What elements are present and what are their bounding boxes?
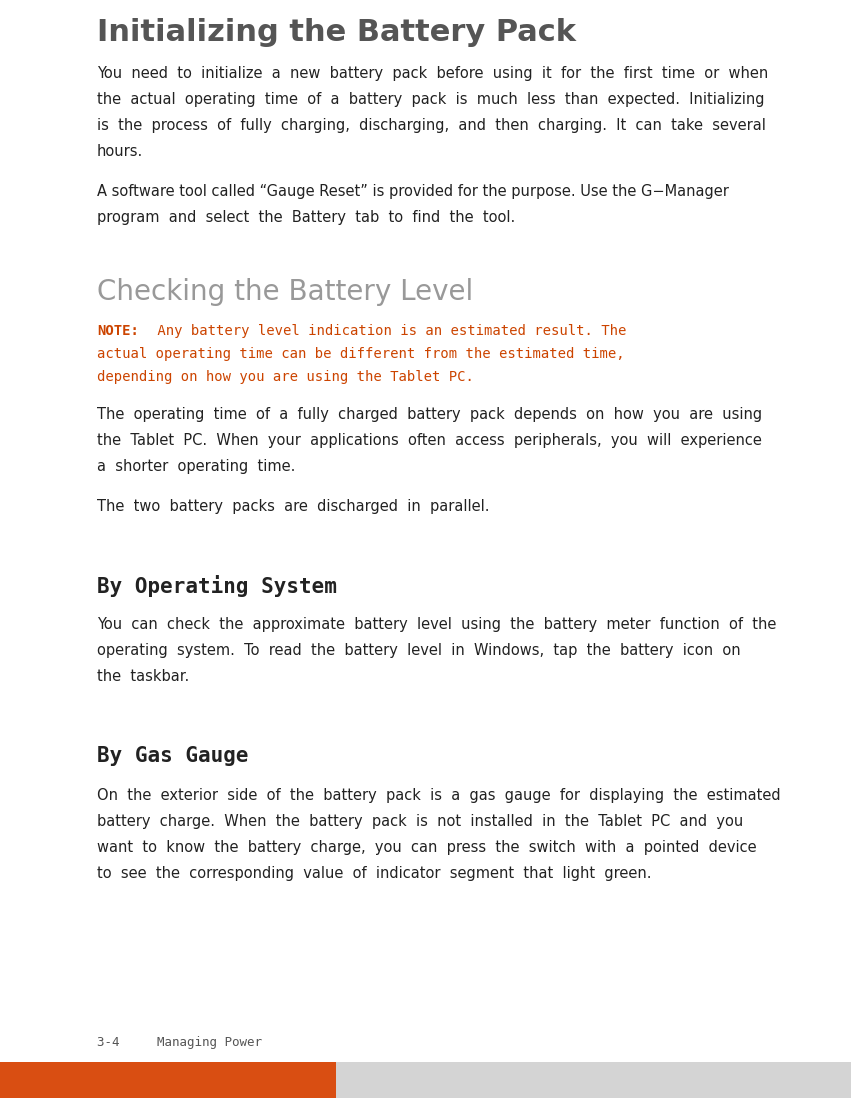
Text: On  the  exterior  side  of  the  battery  pack  is  a  gas  gauge  for  display: On the exterior side of the battery pack…	[97, 787, 780, 803]
Text: NOTE:: NOTE:	[97, 324, 139, 338]
Text: to  see  the  corresponding  value  of  indicator  segment  that  light  green.: to see the corresponding value of indica…	[97, 866, 652, 881]
Text: battery  charge.  When  the  battery  pack  is  not  installed  in  the  Tablet : battery charge. When the battery pack is…	[97, 814, 743, 829]
Text: a  shorter  operating  time.: a shorter operating time.	[97, 459, 295, 474]
Text: the  taskbar.: the taskbar.	[97, 670, 189, 684]
Text: 3-4     Managing Power: 3-4 Managing Power	[97, 1037, 262, 1049]
Text: Initializing the Battery Pack: Initializing the Battery Pack	[97, 18, 576, 47]
Text: Any battery level indication is an estimated result. The: Any battery level indication is an estim…	[149, 324, 626, 338]
Text: By Gas Gauge: By Gas Gauge	[97, 746, 248, 765]
Text: the  Tablet  PC.  When  your  applications  often  access  peripherals,  you  wi: the Tablet PC. When your applications of…	[97, 433, 762, 448]
Text: You  can  check  the  approximate  battery  level  using  the  battery  meter  f: You can check the approximate battery le…	[97, 617, 776, 632]
Text: want  to  know  the  battery  charge,  you  can  press  the  switch  with  a  po: want to know the battery charge, you can…	[97, 840, 757, 855]
Text: You  need  to  initialize  a  new  battery  pack  before  using  it  for  the  f: You need to initialize a new battery pac…	[97, 66, 768, 81]
Text: By Operating System: By Operating System	[97, 575, 337, 597]
Text: actual operating time can be different from the estimated time,: actual operating time can be different f…	[97, 347, 625, 361]
Text: Checking the Battery Level: Checking the Battery Level	[97, 278, 473, 306]
Text: The  two  battery  packs  are  discharged  in  parallel.: The two battery packs are discharged in …	[97, 498, 489, 514]
Text: depending on how you are using the Tablet PC.: depending on how you are using the Table…	[97, 370, 474, 384]
Text: The  operating  time  of  a  fully  charged  battery  pack  depends  on  how  yo: The operating time of a fully charged ba…	[97, 407, 762, 422]
Text: is  the  process  of  fully  charging,  discharging,  and  then  charging.  It  : is the process of fully charging, discha…	[97, 117, 766, 133]
Text: hours.: hours.	[97, 144, 143, 159]
Text: program  and  select  the  Battery  tab  to  find  the  tool.: program and select the Battery tab to fi…	[97, 210, 515, 225]
Text: A software tool called “Gauge Reset” is provided for the purpose. Use the G−Mana: A software tool called “Gauge Reset” is …	[97, 184, 728, 199]
Text: the  actual  operating  time  of  a  battery  pack  is  much  less  than  expect: the actual operating time of a battery p…	[97, 92, 764, 107]
Text: operating  system.  To  read  the  battery  level  in  Windows,  tap  the  batte: operating system. To read the battery le…	[97, 643, 740, 659]
Bar	[0, 1062, 336, 1098]
Bar	[336, 1062, 851, 1098]
